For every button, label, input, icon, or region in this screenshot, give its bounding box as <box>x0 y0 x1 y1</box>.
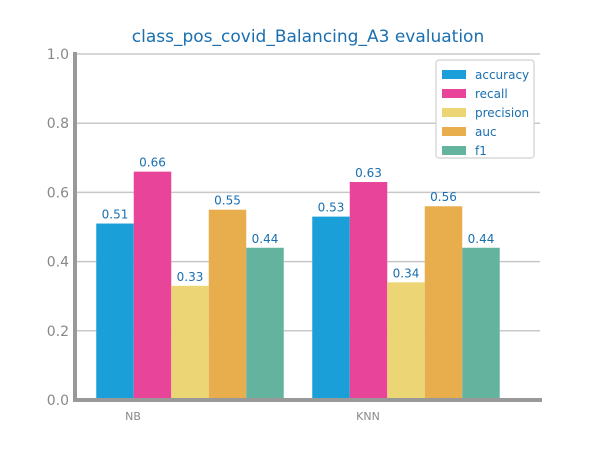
legend: accuracy recall precision auc f1 <box>435 59 535 159</box>
bar-knn-precision <box>387 282 425 400</box>
bar-knn-auc <box>424 206 463 400</box>
data-label: 0.66 <box>139 156 166 170</box>
bar-nb-precision <box>171 285 209 400</box>
data-label: 0.34 <box>393 266 420 280</box>
y-tick-label: 0.0 <box>47 393 69 409</box>
y-tick-label: 0.6 <box>47 185 69 201</box>
data-label: 0.53 <box>318 201 345 215</box>
y-tick-label: 0.2 <box>47 324 69 340</box>
legend-swatch-auc <box>442 127 466 136</box>
bar-nb-auc <box>208 209 247 400</box>
bar-knn-accuracy <box>312 216 350 400</box>
bar-knn-f1 <box>462 247 500 400</box>
bar-nb-recall <box>133 171 172 400</box>
axis-layer: 0.0 0.2 0.4 0.6 0.8 1.0 NB KNN <box>47 47 542 423</box>
y-tick-label: 0.8 <box>47 116 69 132</box>
data-label: 0.63 <box>355 166 382 180</box>
data-label: 0.51 <box>102 208 129 222</box>
bar-knn-recall <box>349 182 388 400</box>
data-label: 0.33 <box>177 270 204 284</box>
bars-layer: 0.51 0.66 0.33 0.55 0.44 0.53 0.63 0.34 0.56 0.44 <box>96 156 500 400</box>
x-tick-label: KNN <box>356 410 380 423</box>
x-tick-label: NB <box>125 410 141 423</box>
legend-swatch-f1 <box>442 146 466 155</box>
y-tick-label: 1.0 <box>47 47 69 63</box>
bar-nb-accuracy <box>96 223 134 400</box>
chart-title: class_pos_covid_Balancing_A3 evaluation <box>132 27 484 47</box>
legend-swatch-precision <box>442 108 466 117</box>
legend-entry-precision: precision <box>475 106 529 120</box>
data-label: 0.44 <box>468 232 495 246</box>
bar-nb-f1 <box>246 247 284 400</box>
legend-entry-auc: auc <box>475 125 497 139</box>
data-label: 0.44 <box>252 232 279 246</box>
legend-swatch-accuracy <box>442 70 466 79</box>
legend-entry-accuracy: accuracy <box>475 68 529 82</box>
legend-swatch-recall <box>442 89 466 98</box>
legend-entry-recall: recall <box>475 87 508 101</box>
y-tick-label: 0.4 <box>47 255 69 271</box>
data-label: 0.55 <box>214 194 241 208</box>
legend-entry-f1: f1 <box>475 144 487 158</box>
data-label: 0.56 <box>430 190 457 204</box>
